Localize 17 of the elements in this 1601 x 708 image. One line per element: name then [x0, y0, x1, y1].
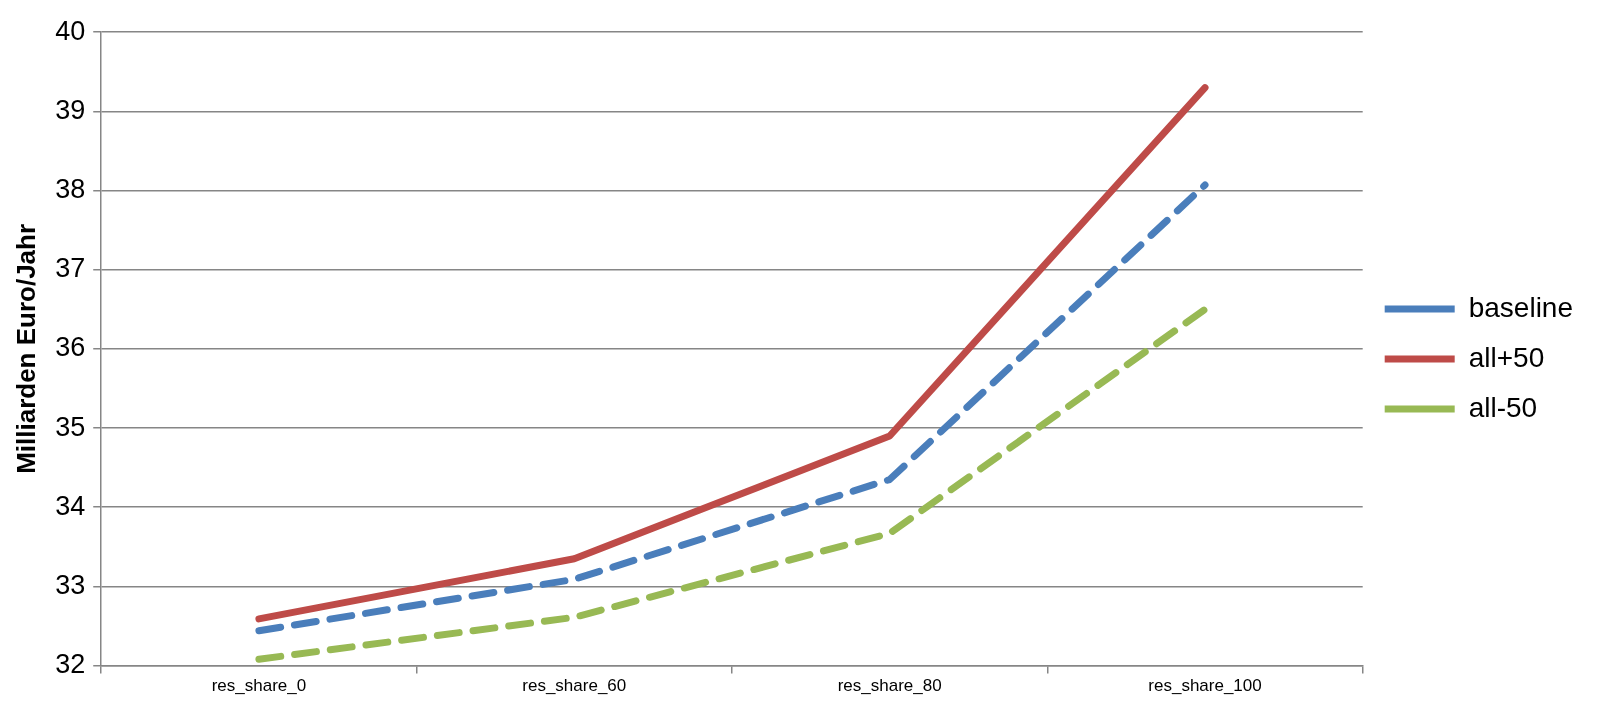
- x-tick-label: res_share_0: [211, 676, 307, 696]
- y-tick-label: 35: [55, 411, 86, 442]
- y-tick-label: 40: [55, 15, 86, 46]
- y-tick-label: 32: [55, 649, 86, 680]
- legend-label: all-50: [1468, 391, 1538, 423]
- y-tick-label: 38: [55, 174, 86, 204]
- legend-label: all+50: [1468, 341, 1545, 373]
- y-tick-label: 37: [55, 253, 86, 284]
- y-tick-label: 36: [55, 332, 86, 363]
- y-tick-label: 39: [55, 94, 86, 125]
- y-tick-label: 33: [55, 569, 86, 600]
- x-tick-label: res_share_100: [1148, 676, 1262, 696]
- y-axis-title: Milliarden Euro/Jahr: [10, 223, 41, 474]
- x-tick-label: res_share_80: [837, 676, 942, 696]
- x-tick-label: res_share_60: [522, 676, 627, 696]
- y-tick-label: 34: [55, 490, 86, 521]
- legend-label: baseline: [1468, 291, 1574, 323]
